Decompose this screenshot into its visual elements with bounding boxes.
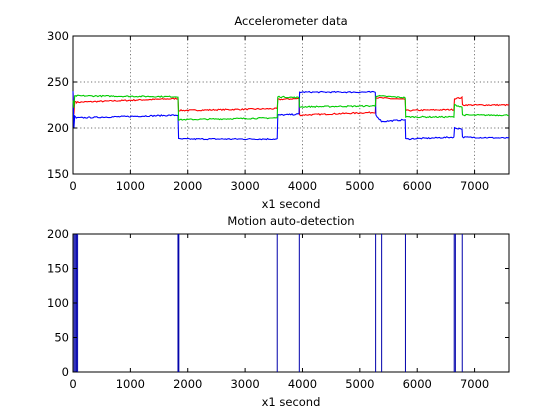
accelerometer-plot-area [72,35,510,175]
x-tick-label: 4000 [288,179,317,193]
y-tick-label: 100 [47,296,69,310]
motion-x-axis-label: x1 second [262,395,321,409]
y-tick-label: 250 [47,75,69,89]
x-tick-label: 5000 [345,179,374,193]
x-tick-label: 2000 [173,179,202,193]
x-tick-label: 1000 [116,179,145,193]
y-tick-label: 150 [47,167,69,181]
series-line-2 [72,94,510,122]
accelerometer-axes: 0 1000 2000 3000 4000 5000 6000 7000 150 200 250 30… [47,29,509,193]
motion-plot: 0 1000 2000 3000 4000 5000 6000 7000 0 50 100 150 20… [47,214,510,409]
accelerometer-x-axis-label: x1 second [262,197,321,211]
accelerometer-series-group [72,90,510,141]
y-tick-label: 300 [47,29,69,43]
x-tick-label: 5000 [345,377,374,391]
y-tick-label: 0 [62,365,69,379]
motion-axes: 0 1000 2000 3000 4000 5000 6000 7000 0 50 100 150 20… [47,227,509,391]
accelerometer-title: Accelerometer data [234,14,347,28]
y-tick-label: 200 [47,227,69,241]
x-tick-label: 6000 [403,377,432,391]
x-tick-label: 7000 [460,179,489,193]
x-tick-label: 6000 [403,179,432,193]
series-line-1 [72,90,510,141]
x-tick-label: 1000 [116,377,145,391]
series-line-0 [72,92,510,117]
x-tick-label: 2000 [173,377,202,391]
x-tick-label: 7000 [460,377,489,391]
x-tick-label: 3000 [230,179,259,193]
y-tick-label: 150 [47,262,69,276]
x-tick-label: 4000 [288,377,317,391]
accelerometer-plot: 0 1000 2000 3000 4000 5000 6000 7000 150 200 250 30… [47,14,510,211]
x-tick-label: 3000 [230,377,259,391]
x-tick-label: 0 [69,377,76,391]
motion-series-group [73,234,463,372]
y-tick-label: 50 [54,331,69,345]
motion-title: Motion auto-detection [227,214,354,228]
y-tick-label: 200 [47,121,69,135]
motion-plot-area [72,233,510,373]
x-tick-label: 0 [69,179,76,193]
